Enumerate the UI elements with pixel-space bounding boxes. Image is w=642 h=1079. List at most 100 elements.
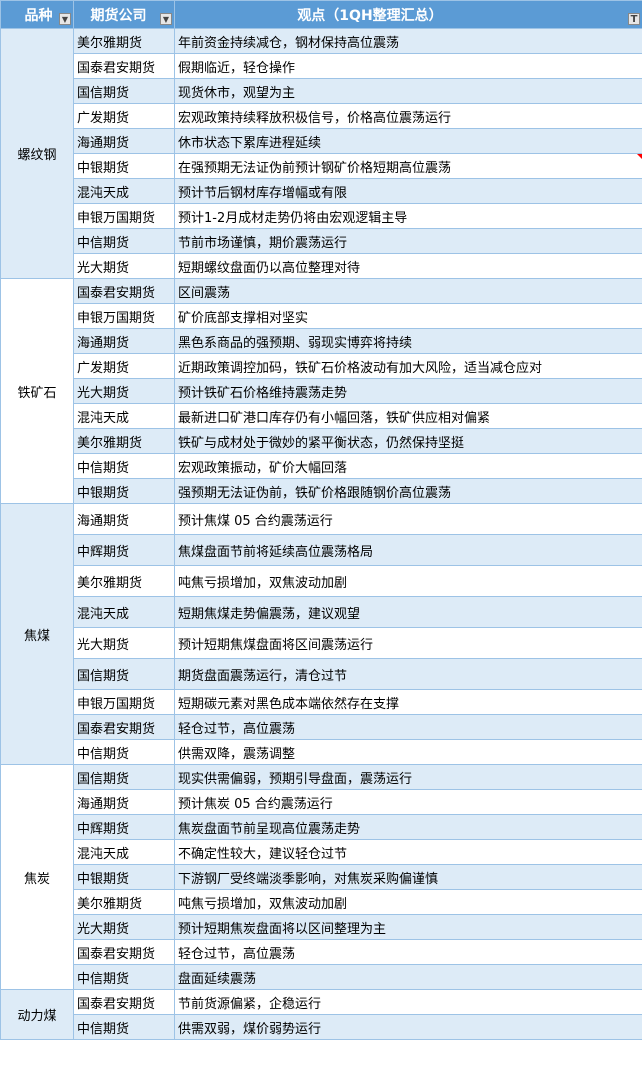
category-cell[interactable]: 铁矿石 — [0, 278, 74, 504]
company-cell[interactable]: 光大期货 — [73, 914, 175, 940]
view-cell[interactable]: 预计节后钢材库存增幅或有限 — [174, 178, 642, 204]
view-cell[interactable]: 预计短期焦煤盘面将区间震荡运行 — [174, 627, 642, 659]
table-row: 焦煤 海通期货 预计焦煤 05 合约震荡运行 — [0, 503, 642, 765]
view-text: 盘面延续震荡 — [178, 971, 257, 987]
view-cell[interactable]: 轻仓过节，高位震荡 — [174, 714, 642, 740]
company-cell[interactable]: 国信期货 — [73, 764, 175, 790]
view-cell[interactable]: 近期政策调控加码，铁矿石价格波动有加大风险，适当减仓应对 — [174, 353, 642, 379]
company-cell[interactable]: 国泰君安期货 — [73, 714, 175, 740]
company-cell[interactable]: 国泰君安期货 — [73, 278, 175, 304]
company-cell[interactable]: 光大期货 — [73, 378, 175, 404]
view-cell[interactable]: 吨焦亏损增加，双焦波动加剧 — [174, 889, 642, 915]
view-cell[interactable]: 下游钢厂受终端淡季影响，对焦炭采购偏谨慎 — [174, 864, 642, 890]
company-cell[interactable]: 中信期货 — [73, 228, 175, 254]
table-row: 国泰君安期货 假期临近，轻仓操作 — [1, 53, 642, 79]
company-cell[interactable]: 美尔雅期货 — [73, 28, 175, 54]
view-cell[interactable]: 不确定性较大，建议轻仓过节 — [174, 839, 642, 865]
company-cell[interactable]: 中银期货 — [73, 864, 175, 890]
view-cell[interactable]: 预计短期焦炭盘面将以区间整理为主 — [174, 914, 642, 940]
company-cell[interactable]: 国信期货 — [73, 78, 175, 104]
view-cell[interactable]: 最新进口矿港口库存仍有小幅回落，铁矿供应相对偏紧 — [174, 403, 642, 429]
company-cell[interactable]: 中辉期货 — [73, 534, 175, 566]
view-cell[interactable]: 休市状态下累库进程延续 — [174, 128, 642, 154]
company-cell[interactable]: 光大期货 — [73, 627, 175, 659]
view-cell[interactable]: 轻仓过节，高位震荡 — [174, 939, 642, 965]
view-cell[interactable]: 节前市场谨慎，期价震荡运行 — [174, 228, 642, 254]
view-cell[interactable]: 吨焦亏损增加，双焦波动加剧 — [174, 565, 642, 597]
filter-icon[interactable]: T — [628, 13, 640, 25]
view-cell[interactable]: 宏观政策振动，矿价大幅回落 — [174, 453, 642, 479]
dropdown-arrow-icon[interactable]: ▼ — [160, 13, 172, 25]
company-cell[interactable]: 中信期货 — [73, 453, 175, 479]
company-cell[interactable]: 海通期货 — [73, 503, 175, 535]
company-cell[interactable]: 中辉期货 — [73, 814, 175, 840]
company-cell[interactable]: 海通期货 — [73, 789, 175, 815]
company-cell[interactable]: 混沌天成 — [73, 839, 175, 865]
company-cell[interactable]: 海通期货 — [73, 328, 175, 354]
view-text: 节前货源偏紧，企稳运行 — [178, 996, 322, 1012]
view-cell[interactable]: 区间震荡 — [174, 278, 642, 304]
table-row: 国信期货 现货休市，观望为主 — [1, 78, 642, 104]
company-cell[interactable]: 中信期货 — [73, 739, 175, 765]
company-cell[interactable]: 美尔雅期货 — [73, 565, 175, 597]
view-cell[interactable]: 期货盘面震荡运行，清仓过节 — [174, 658, 642, 690]
comment-indicator-icon[interactable] — [637, 154, 642, 159]
view-cell[interactable]: 预计焦炭 05 合约震荡运行 — [174, 789, 642, 815]
company-cell[interactable]: 国泰君安期货 — [73, 53, 175, 79]
company-cell[interactable]: 中信期货 — [73, 1014, 175, 1040]
company-cell[interactable]: 混沌天成 — [73, 178, 175, 204]
company-cell[interactable]: 海通期货 — [73, 128, 175, 154]
company-cell[interactable]: 国泰君安期货 — [73, 989, 175, 1015]
category-cell[interactable]: 螺纹钢 — [0, 28, 74, 279]
view-cell[interactable]: 短期焦煤走势偏震荡，建议观望 — [174, 596, 642, 628]
category-cell[interactable]: 动力煤 — [0, 989, 74, 1040]
view-cell[interactable]: 强预期无法证伪前，铁矿价格跟随钢价高位震荡 — [174, 478, 642, 504]
company-cell[interactable]: 申银万国期货 — [73, 689, 175, 715]
table-row: 申银万国期货 短期碳元素对黑色成本端依然存在支撑 — [1, 689, 642, 715]
view-cell[interactable]: 现实供需偏弱，预期引导盘面，震荡运行 — [174, 764, 642, 790]
view-cell[interactable]: 短期螺纹盘面仍以高位整理对待 — [174, 253, 642, 279]
view-cell[interactable]: 现货休市，观望为主 — [174, 78, 642, 104]
company-cell[interactable]: 混沌天成 — [73, 596, 175, 628]
view-cell[interactable]: 节前货源偏紧，企稳运行 — [174, 989, 642, 1015]
dropdown-arrow-icon[interactable]: ▼ — [59, 13, 71, 25]
company-cell[interactable]: 申银万国期货 — [73, 303, 175, 329]
company-cell[interactable]: 中信期货 — [73, 964, 175, 990]
company-cell[interactable]: 广发期货 — [73, 353, 175, 379]
company-cell[interactable]: 混沌天成 — [73, 403, 175, 429]
category-cell[interactable]: 焦炭 — [0, 764, 74, 990]
view-cell[interactable]: 年前资金持续减仓，钢材保持高位震荡 — [174, 28, 642, 54]
category-cell[interactable]: 焦煤 — [0, 503, 74, 765]
company-cell[interactable]: 美尔雅期货 — [73, 428, 175, 454]
view-cell[interactable]: 宏观政策持续释放积极信号，价格高位震荡运行 — [174, 103, 642, 129]
view-cell[interactable]: 预计焦煤 05 合约震荡运行 — [174, 503, 642, 535]
view-cell[interactable]: 焦煤盘面节前将延续高位震荡格局 — [174, 534, 642, 566]
company-cell[interactable]: 广发期货 — [73, 103, 175, 129]
company-cell[interactable]: 国泰君安期货 — [73, 939, 175, 965]
view-cell[interactable]: 供需双弱，煤价弱势运行 — [174, 1014, 642, 1040]
company-cell[interactable]: 中银期货 — [73, 478, 175, 504]
view-cell[interactable]: 盘面延续震荡 — [174, 964, 642, 990]
view-cell[interactable]: 焦炭盘面节前呈现高位震荡走势 — [174, 814, 642, 840]
view-cell[interactable]: 铁矿与成材处于微妙的紧平衡状态，仍然保持坚挺 — [174, 428, 642, 454]
view-cell[interactable]: 在强预期无法证伪前预计钢矿价格短期高位震荡 — [174, 153, 642, 179]
view-cell[interactable]: 供需双降，震荡调整 — [174, 739, 642, 765]
header-view: 观点（1QH整理汇总） T — [174, 0, 642, 29]
view-text: 预计焦煤 05 合约震荡运行 — [178, 513, 333, 529]
company-cell[interactable]: 光大期货 — [73, 253, 175, 279]
table-row: 光大期货 预计短期焦煤盘面将区间震荡运行 — [1, 627, 642, 659]
table-row: 中辉期货 焦煤盘面节前将延续高位震荡格局 — [1, 534, 642, 566]
view-text: 预计节后钢材库存增幅或有限 — [178, 185, 348, 201]
view-text: 现实供需偏弱，预期引导盘面，震荡运行 — [178, 771, 413, 787]
view-cell[interactable]: 预计1-2月成材走势仍将由宏观逻辑主导 — [174, 203, 642, 229]
view-cell[interactable]: 黑色系商品的强预期、弱现实博弈将持续 — [174, 328, 642, 354]
view-cell[interactable]: 矿价底部支撑相对坚实 — [174, 303, 642, 329]
company-cell[interactable]: 中银期货 — [73, 153, 175, 179]
view-text: 节前市场谨慎，期价震荡运行 — [178, 235, 348, 251]
company-cell[interactable]: 国信期货 — [73, 658, 175, 690]
company-cell[interactable]: 美尔雅期货 — [73, 889, 175, 915]
view-cell[interactable]: 预计铁矿石价格维持震荡走势 — [174, 378, 642, 404]
view-cell[interactable]: 短期碳元素对黑色成本端依然存在支撑 — [174, 689, 642, 715]
company-cell[interactable]: 申银万国期货 — [73, 203, 175, 229]
view-cell[interactable]: 假期临近，轻仓操作 — [174, 53, 642, 79]
